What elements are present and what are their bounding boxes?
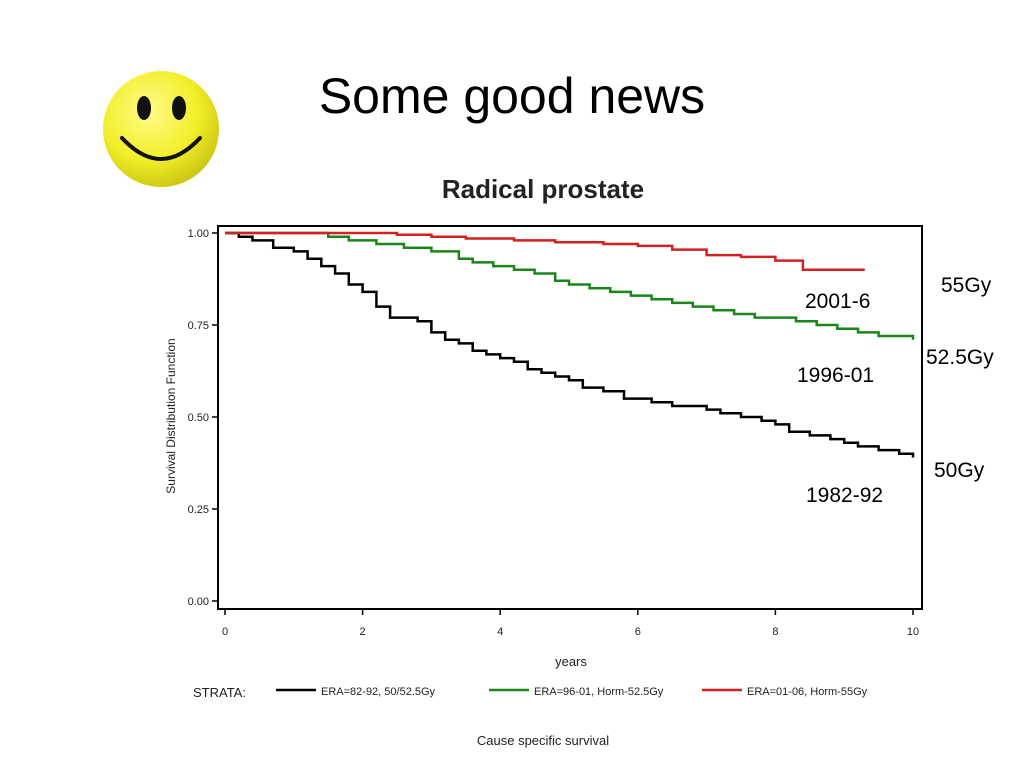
- y-tick-label: 1.00: [188, 228, 209, 240]
- y-axis: 0.00 0.25 0.50 0.75 1.00: [188, 228, 218, 608]
- x-tick-label: 6: [635, 626, 641, 638]
- series-group: [225, 231, 915, 458]
- x-tick-label: 0: [222, 626, 228, 638]
- x-tick-label: 2: [360, 626, 366, 638]
- x-tick-label: 8: [772, 626, 778, 638]
- legend-title: STRATA:: [193, 685, 246, 700]
- smiley-face: [103, 71, 219, 187]
- survival-curve-series-2: [225, 231, 915, 340]
- survival-curve-series-3: [225, 231, 865, 272]
- x-axis-label: years: [555, 654, 587, 669]
- smiley-face-icon: [103, 71, 219, 187]
- label-50gy: 50Gy: [934, 459, 985, 482]
- x-axis: 0 2 4 6 8 10: [222, 609, 919, 638]
- legend-label: ERA=82-92, 50/52.5Gy: [321, 686, 436, 698]
- label-55gy: 55Gy: [941, 274, 992, 297]
- legend-label: ERA=01-06, Horm-55Gy: [747, 686, 868, 698]
- chart-caption: Cause specific survival: [477, 733, 609, 748]
- y-tick-label: 0.25: [188, 504, 209, 516]
- x-tick-label: 10: [907, 626, 919, 638]
- label-2001-6: 2001-6: [805, 290, 871, 313]
- smiley-left-eye: [137, 96, 151, 120]
- legend: ERA=82-92, 50/52.5Gy ERA=96-01, Horm-52.5…: [276, 686, 868, 698]
- slide-title: Some good news: [318, 68, 706, 124]
- chart-title: Radical prostate: [442, 174, 644, 204]
- smiley-right-eye: [172, 96, 186, 120]
- smiley-mouth: [120, 136, 202, 161]
- label-1996-01: 1996-01: [797, 364, 875, 387]
- legend-label: ERA=96-01, Horm-52.5Gy: [534, 686, 664, 698]
- label-1982-92: 1982-92: [806, 484, 884, 507]
- x-tick-label: 4: [497, 626, 503, 638]
- survival-curve-series-1: [225, 231, 915, 458]
- y-tick-label: 0.00: [188, 596, 209, 608]
- y-tick-label: 0.50: [188, 412, 209, 424]
- y-tick-label: 0.75: [188, 320, 209, 332]
- label-52-5gy: 52.5Gy: [926, 346, 994, 369]
- y-axis-label: Survival Distribution Function: [164, 338, 178, 493]
